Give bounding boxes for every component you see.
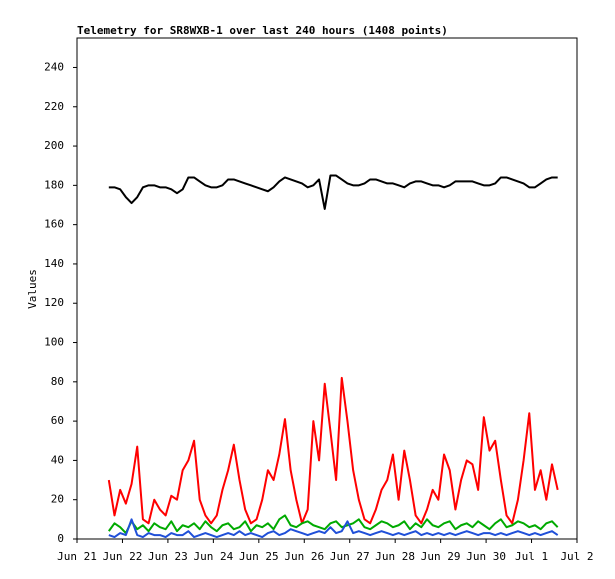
y-tick-label: 220 <box>44 100 64 113</box>
series-line <box>107 376 559 525</box>
y-axis-label: Values <box>26 269 39 309</box>
y-tick-label: 140 <box>44 257 64 270</box>
y-tick-label: 40 <box>51 453 64 466</box>
series-line <box>108 518 559 539</box>
y-tick-label: 100 <box>44 336 64 349</box>
y-tick-label: 80 <box>51 375 64 388</box>
y-tick-label: 0 <box>57 532 64 545</box>
plot-frame <box>76 37 578 540</box>
y-tick-label: 200 <box>44 139 64 152</box>
x-tick-label: Jun 27 <box>330 550 370 563</box>
x-tick-label: Jun 23 <box>148 550 188 563</box>
y-tick-label: 240 <box>44 60 64 73</box>
x-tick-label: Jun 24 <box>193 550 233 563</box>
y-tick-label: 20 <box>51 493 64 506</box>
x-tick-label: Jun 25 <box>239 550 279 563</box>
x-tick-label: Jun 28 <box>375 550 415 563</box>
series-line <box>108 514 559 535</box>
y-tick-label: 60 <box>51 414 64 427</box>
x-tick-label: Jul 2 <box>560 550 593 563</box>
x-tick-label: Jun 22 <box>103 550 143 563</box>
x-tick-label: Jun 29 <box>421 550 461 563</box>
chart-title: Telemetry for SR8WXB-1 over last 240 hou… <box>77 24 448 37</box>
y-tick-label: 180 <box>44 178 64 191</box>
x-tick-label: Jun 21 <box>57 550 97 563</box>
x-tick-label: Jul 1 <box>515 550 548 563</box>
y-tick-label: 160 <box>44 218 64 231</box>
series-line <box>108 174 558 210</box>
y-tick-label: 120 <box>44 296 64 309</box>
x-tick-label: Jun 30 <box>466 550 506 563</box>
x-tick-label: Jun 26 <box>284 550 324 563</box>
